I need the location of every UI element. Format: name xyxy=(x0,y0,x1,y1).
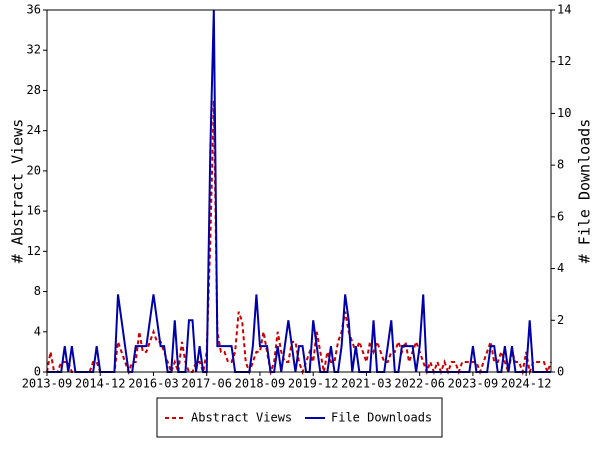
x-tick-label: 2021-03 xyxy=(341,377,392,391)
y2-tick-label: 6 xyxy=(557,209,564,223)
x-tick-label: 2024-12 xyxy=(501,377,552,391)
x-tick-label: 2017-06 xyxy=(181,377,232,391)
y2-tick-label: 8 xyxy=(557,158,564,172)
legend-box xyxy=(156,397,443,438)
y-tick-label: 4 xyxy=(34,324,41,338)
y2-tick-label: 14 xyxy=(557,3,571,17)
y2-tick-label: 0 xyxy=(557,365,564,379)
y-tick-label: 0 xyxy=(34,365,41,379)
y-tick-label: 8 xyxy=(34,284,41,298)
x-tick-label: 2019-12 xyxy=(288,377,339,391)
x-tick-label: 2016-03 xyxy=(128,377,179,391)
y-tick-label: 16 xyxy=(27,204,41,218)
y2-tick-label: 10 xyxy=(557,106,571,120)
x-tick-label: 2023-09 xyxy=(448,377,499,391)
plot-frame xyxy=(46,9,552,373)
legend-label: File Downloads xyxy=(331,411,432,425)
y-tick-label: 36 xyxy=(27,3,41,17)
y2-axis-title: # File Downloads xyxy=(576,119,594,264)
data-line xyxy=(46,100,552,376)
x-tick-label: 2013-09 xyxy=(22,377,73,391)
y-tick-label: 32 xyxy=(27,43,41,57)
y-tick-label: 28 xyxy=(27,83,41,97)
x-tick-label: 2018-09 xyxy=(235,377,286,391)
y-tick-label: 20 xyxy=(27,163,41,177)
y-axis-title: # Abstract Views xyxy=(9,119,27,264)
legend-label: Abstract Views xyxy=(191,411,292,425)
x-tick-label: 2014-12 xyxy=(75,377,126,391)
x-tick-label: 2022-06 xyxy=(394,377,445,391)
y2-tick-label: 2 xyxy=(557,313,564,327)
y-tick-label: 24 xyxy=(27,123,41,137)
data-line xyxy=(47,9,551,373)
y-tick-label: 12 xyxy=(27,244,41,258)
y2-tick-label: 12 xyxy=(557,54,571,68)
y2-tick-label: 4 xyxy=(557,261,564,275)
